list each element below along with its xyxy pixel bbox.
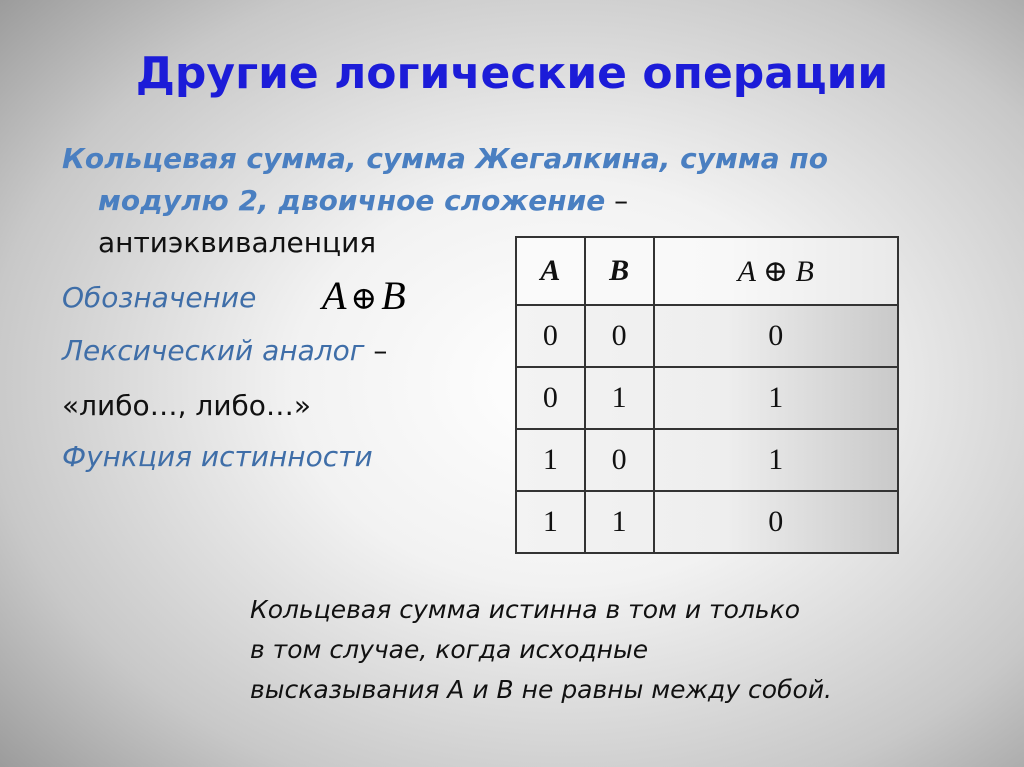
xor-symbol: ⊕ (350, 280, 378, 316)
table-header-row: A B A ⊕ B (515, 236, 900, 306)
cell: 0 (515, 304, 586, 368)
definition-note: Кольцевая сумма истинна в том и только в… (250, 590, 832, 710)
cell: 1 (583, 366, 655, 430)
truth-table: A B A ⊕ B 0 0 0 0 1 1 1 0 1 1 1 0 (515, 236, 900, 554)
header-xor: A ⊕ B (652, 236, 900, 306)
notation-label: Обозначение (62, 281, 257, 314)
names-line-2: модулю 2, двоичное сложение – (98, 184, 628, 217)
names-text-1: Кольцевая сумма, сумма Жегалкина, сумма … (62, 142, 828, 175)
header-a: A (515, 236, 586, 306)
notation-row: Обозначение (62, 281, 256, 314)
lexical-dash: – (364, 334, 388, 367)
truth-function-label: Функция истинности (62, 440, 373, 473)
formula-a: A (322, 273, 347, 318)
cell: 1 (515, 490, 586, 554)
names-line-1: Кольцевая сумма, сумма Жегалкина, сумма … (62, 142, 828, 175)
cell: 1 (583, 490, 655, 554)
note-line-3: высказывания A и B не равны между собой. (250, 675, 833, 704)
cell: 0 (652, 490, 900, 554)
table-row: 0 1 1 (515, 366, 900, 430)
note-line-2: в том случае, когда исходные (250, 635, 649, 664)
slide-title: Другие логические операции (135, 48, 889, 99)
lexical-value: «либо…, либо…» (62, 389, 312, 422)
note-line-1: Кольцевая сумма истинна в том и только (250, 595, 800, 624)
table-row: 1 1 0 (515, 490, 900, 554)
formula-b: B (381, 273, 406, 318)
lexical-label: Лексический аналог (62, 334, 365, 367)
cell: 1 (515, 428, 586, 492)
notation-formula: A ⊕ B (322, 272, 406, 319)
cell: 1 (652, 428, 900, 492)
cell: 0 (583, 428, 655, 492)
cell: 0 (652, 304, 900, 368)
term: антиэквиваленция (98, 226, 377, 259)
table-row: 0 0 0 (515, 304, 900, 368)
cell: 0 (583, 304, 655, 368)
dash: – (605, 184, 629, 217)
header-b: B (583, 236, 655, 306)
cell: 1 (652, 366, 900, 430)
table-row: 1 0 1 (515, 428, 900, 492)
lexical-row: Лексический аналог – (62, 334, 387, 367)
cell: 0 (515, 366, 586, 430)
names-text-2: модулю 2, двоичное сложение (98, 184, 606, 217)
